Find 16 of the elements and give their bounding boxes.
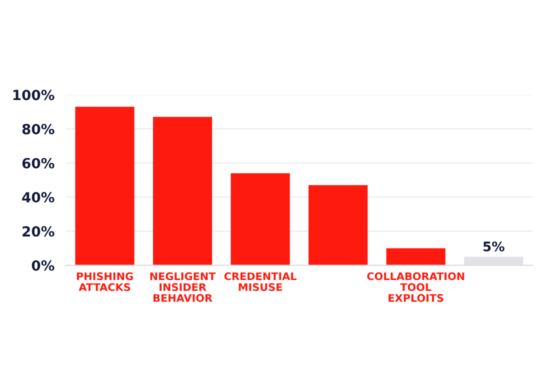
bar — [152, 116, 212, 266]
data-label: 5% — [483, 241, 504, 252]
bar — [308, 185, 368, 266]
x-tick-label: CREDENTIAL MISUSE — [224, 272, 297, 292]
x-tick-label: NEGLIGENT INSIDER BEHAVIOR — [150, 272, 216, 302]
y-tick-label: 0% — [32, 260, 54, 271]
x-tick-label: PHISHING ATTACKS — [76, 272, 133, 292]
bar — [230, 173, 290, 266]
y-tick-label: 40% — [22, 192, 54, 203]
y-tick-label: 100% — [13, 90, 54, 100]
y-tick-label: 20% — [22, 226, 54, 237]
y-tick-label: 80% — [22, 124, 54, 134]
x-tick-label: COLLABORATION TOOL EXPLOITS — [367, 272, 464, 302]
bar — [386, 248, 446, 266]
bar — [75, 106, 134, 266]
y-tick-label: 60% — [22, 158, 54, 168]
